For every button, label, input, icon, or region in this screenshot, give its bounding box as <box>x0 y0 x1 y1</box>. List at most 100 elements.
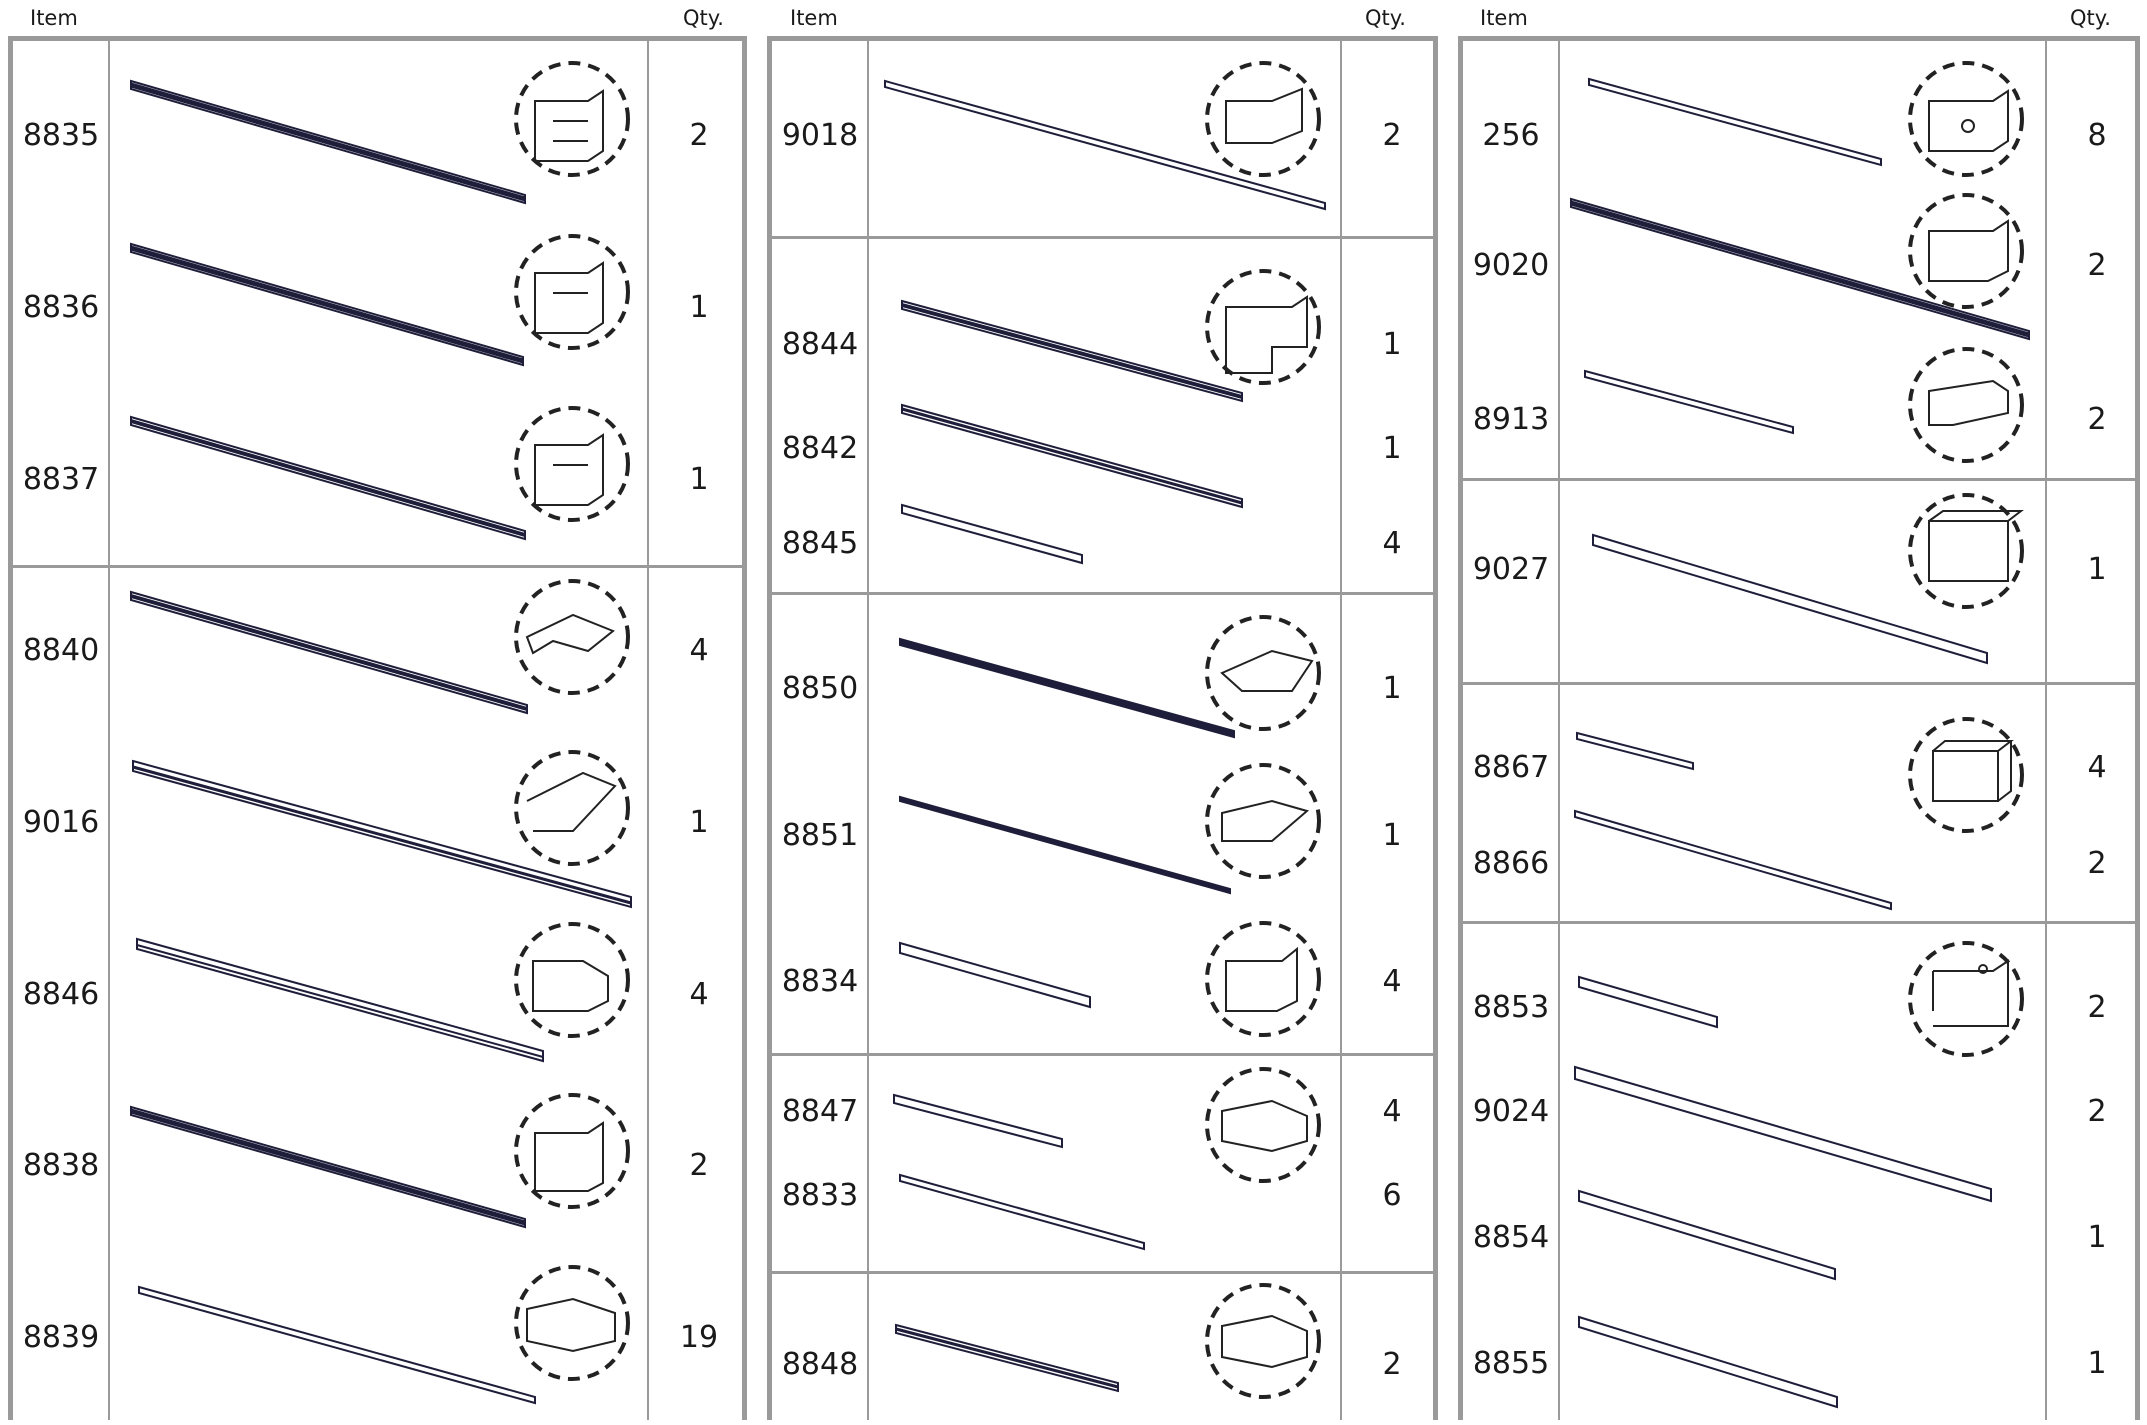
group-divider <box>1463 478 2135 481</box>
angled-profile-icon <box>514 579 630 695</box>
group-divider <box>1463 682 2135 685</box>
item-number: 8913 <box>1472 402 1550 437</box>
rail-8834 <box>899 941 1091 1009</box>
divider <box>1340 41 1342 1420</box>
channel-profile-icon <box>1205 921 1321 1037</box>
header-qty-1: Qty. <box>683 6 724 30</box>
quantity: 4 <box>689 977 709 1012</box>
quantity: 1 <box>689 805 709 840</box>
item-number: 9020 <box>1472 248 1550 283</box>
quantity: 1 <box>2087 552 2107 587</box>
item-number: 8837 <box>22 462 100 497</box>
rail-9027 <box>1592 533 1988 665</box>
item-number: 8842 <box>781 431 859 466</box>
hook-profile-icon <box>514 1265 630 1381</box>
item-number: 8851 <box>781 818 859 853</box>
c-channel-icon <box>1908 941 2024 1057</box>
group-divider <box>772 592 1433 595</box>
quantity: 1 <box>1382 431 1402 466</box>
rail-8853 <box>1578 975 1718 1029</box>
rail-8866 <box>1574 809 1892 911</box>
header-item-1: Item <box>30 6 78 30</box>
quantity: 2 <box>1382 1347 1402 1382</box>
rails-drawing <box>130 61 632 1405</box>
item-number: 8836 <box>22 290 100 325</box>
group-divider <box>772 1053 1433 1056</box>
item-number: 8850 <box>781 671 859 706</box>
item-number: 8839 <box>22 1320 100 1355</box>
bracket-profile-icon <box>1205 61 1321 177</box>
divider <box>1558 41 1560 1420</box>
item-number: 8834 <box>781 964 859 999</box>
rail-8845 <box>901 503 1083 565</box>
group-divider <box>1463 921 2135 924</box>
channel-profile-icon <box>514 922 630 1038</box>
box-profile-icon <box>1908 493 2024 609</box>
item-number: 9024 <box>1472 1094 1550 1129</box>
parts-column-3: 256 8 9020 2 8913 2 9027 1 8867 4 8866 2… <box>1458 36 2140 1420</box>
group-divider <box>772 1271 1433 1274</box>
quantity: 2 <box>1382 118 1402 153</box>
item-number: 9018 <box>781 118 859 153</box>
quantity: 4 <box>1382 526 1402 561</box>
quantity: 1 <box>2087 1220 2107 1255</box>
quantity: 2 <box>2087 1094 2107 1129</box>
rail-8855 <box>1578 1315 1838 1409</box>
rails-drawing <box>884 61 1326 1399</box>
quantity: 2 <box>2087 248 2107 283</box>
quantity: 8 <box>2087 118 2107 153</box>
divider <box>108 41 110 1420</box>
rail-8913 <box>1584 369 1794 435</box>
item-number: 8840 <box>22 633 100 668</box>
quantity: 2 <box>2087 402 2107 437</box>
item-number: 256 <box>1482 118 1540 153</box>
rail-9024 <box>1574 1065 1992 1203</box>
divider <box>867 41 869 1420</box>
angled-profile-icon <box>514 750 630 866</box>
rail-8867 <box>1576 731 1694 771</box>
header-qty-2: Qty. <box>1365 6 1406 30</box>
item-number: 8835 <box>22 118 100 153</box>
rail-8854 <box>1578 1189 1836 1281</box>
item-number: 8867 <box>1472 750 1550 785</box>
quantity: 2 <box>689 118 709 153</box>
quantity: 2 <box>689 1148 709 1183</box>
rail-profile-icon <box>1205 269 1321 385</box>
rail-profile-icon <box>514 1093 630 1209</box>
quantity: 19 <box>679 1320 719 1355</box>
quantity: 1 <box>1382 671 1402 706</box>
rail-256 <box>1588 77 1882 167</box>
quantity: 1 <box>2087 1346 2107 1381</box>
quantity: 1 <box>689 290 709 325</box>
item-number: 8844 <box>781 327 859 362</box>
header-item-3: Item <box>1480 6 1528 30</box>
parts-column-2: 9018 2 8844 1 8842 1 8845 4 8850 1 8851 … <box>767 36 1438 1420</box>
quantity: 4 <box>2087 750 2107 785</box>
item-number: 8848 <box>781 1347 859 1382</box>
divider <box>2045 41 2047 1420</box>
group-divider <box>13 565 742 568</box>
rail-8839 <box>138 1285 536 1405</box>
item-number: 8833 <box>781 1178 859 1213</box>
item-number: 8845 <box>781 526 859 561</box>
item-number: 8853 <box>1472 990 1550 1025</box>
item-number: 8855 <box>1472 1346 1550 1381</box>
rails-drawing <box>1570 61 2030 1409</box>
rail-8847 <box>893 1093 1063 1149</box>
quantity: 4 <box>1382 964 1402 999</box>
quantity: 2 <box>2087 990 2107 1025</box>
item-number: 9027 <box>1472 552 1550 587</box>
quantity: 1 <box>1382 327 1402 362</box>
quantity: 4 <box>1382 1094 1402 1129</box>
group-divider <box>772 236 1433 239</box>
item-number: 8847 <box>781 1094 859 1129</box>
square-tube-icon <box>1908 717 2024 833</box>
header-qty-3: Qty. <box>2070 6 2111 30</box>
item-number: 8838 <box>22 1148 100 1183</box>
flat-profile-icon <box>1205 763 1321 879</box>
slotted-profile-icon <box>1908 193 2024 309</box>
item-number: 8846 <box>22 977 100 1012</box>
quantity: 1 <box>1382 818 1402 853</box>
parts-column-1: 8835 2 8836 1 8837 1 8840 4 9016 1 8846 … <box>8 36 747 1420</box>
rail-8833 <box>899 1173 1145 1251</box>
